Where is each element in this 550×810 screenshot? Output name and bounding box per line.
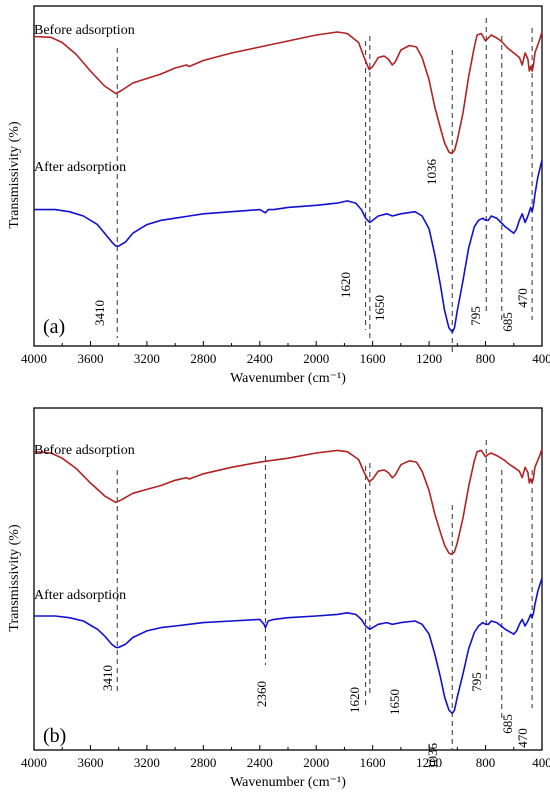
panel-a-x-tick-label: 2400 — [247, 351, 273, 366]
panel-a-plot-frame — [33, 5, 543, 347]
panel-a-series-label-before: Before adsorption — [34, 23, 135, 38]
panel-b-y-axis-title: Transmissivity (%) — [7, 524, 22, 632]
panel-b-series-label-before: Before adsorption — [34, 443, 135, 458]
panel-a-x-tick-label: 800 — [476, 351, 496, 366]
panel-a-peak-label-1620: 1620 — [338, 272, 353, 298]
panel-b-peak-label-2360: 2360 — [254, 681, 269, 707]
panel-a-x-tick-label: 3200 — [134, 351, 160, 366]
panel-b-series-label-after: After adsorption — [34, 588, 126, 603]
panel-a-x-tick-label: 3600 — [77, 351, 103, 366]
panel-a-peak-label-3410: 3410 — [92, 300, 107, 326]
panel-b-series-after-line — [34, 577, 543, 715]
panel-a-x-tick-label: 1200 — [416, 351, 442, 366]
panel-a-series-before-line — [33, 31, 543, 155]
panel-b-x-tick-label: 1600 — [360, 755, 386, 770]
panel-b-x-tick-label: 4000 — [21, 755, 47, 770]
panel-b-x-tick-label: 1200 — [416, 755, 442, 770]
panel-b-x-tick-label: 3600 — [77, 755, 103, 770]
panel-a-x-tick-label: 4000 — [21, 351, 47, 366]
panel-b-x-tick-label: 3200 — [134, 755, 160, 770]
panel-b-peak-label-685: 685 — [500, 714, 515, 734]
panel-a-x-tick-label: 400 — [532, 351, 550, 366]
panel-b-x-tick-label: 2400 — [247, 755, 273, 770]
panel-a-x-tick-label: 1600 — [360, 351, 386, 366]
panel-b-x-tick-label: 2000 — [303, 755, 329, 770]
panel-b-series-before-line — [33, 448, 543, 556]
panel-b-peak-label-3410: 3410 — [100, 665, 115, 691]
panel-a-peak-label-1650: 1650 — [372, 295, 387, 321]
panel-b-plot-frame — [33, 407, 543, 751]
panel-a-panel-label: (a) — [43, 316, 65, 338]
panel-a-peak-label-685: 685 — [500, 312, 515, 332]
panel-b-peak-label-1620: 1620 — [347, 687, 362, 713]
panel-b-x-axis-title: Wavenumber (cm⁻¹) — [230, 775, 346, 790]
panel-a-x-axis-title: Wavenumber (cm⁻¹) — [230, 371, 346, 386]
panel-a-peak-label-470: 470 — [515, 288, 530, 308]
panel-b-peak-label-795: 795 — [469, 672, 484, 692]
panel-a-peak-label-795: 795 — [468, 306, 483, 326]
panel-b-x-tick-label: 400 — [532, 755, 550, 770]
panel-a-peak-label-1036: 1036 — [424, 159, 439, 186]
panel-a-series-after-line — [34, 159, 543, 333]
panel-a-x-tick-label: 2800 — [190, 351, 216, 366]
panel-b-peak-label-1650: 1650 — [387, 689, 402, 715]
panel-b-peak-label-1036: 1036 — [425, 743, 440, 770]
panel-b-peak-label-470: 470 — [515, 728, 530, 748]
panel-b-panel-label: (b) — [43, 725, 66, 747]
panel-b-x-tick-label: 800 — [476, 755, 496, 770]
panel-a-y-axis-title: Transmissivity (%) — [7, 121, 22, 229]
panel-a-series-label-after: After adsorption — [34, 160, 126, 175]
panel-b-x-tick-label: 2800 — [190, 755, 216, 770]
panel-a-x-tick-label: 2000 — [303, 351, 329, 366]
